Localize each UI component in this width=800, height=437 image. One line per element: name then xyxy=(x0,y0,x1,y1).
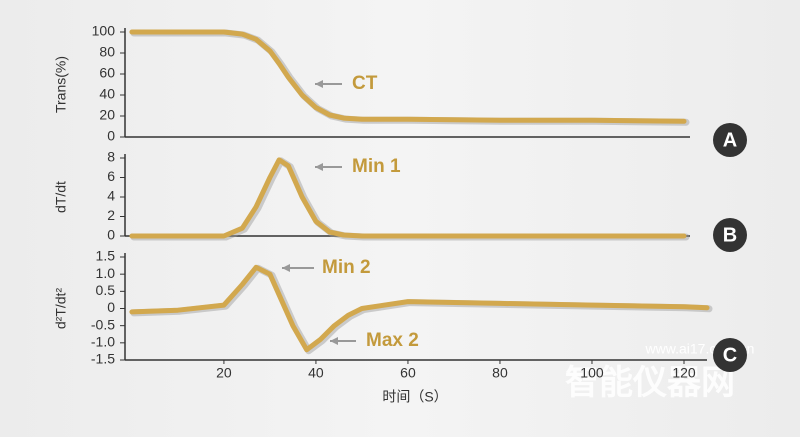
annotation-arrowhead xyxy=(315,80,323,88)
y-tick-label: 100 xyxy=(92,23,116,39)
x-tick-label: 120 xyxy=(672,365,696,381)
x-tick-label: 40 xyxy=(308,365,324,381)
panel-badge xyxy=(713,338,747,372)
y-tick-label: 0 xyxy=(107,227,115,243)
y-tick-label: 0 xyxy=(107,128,115,144)
annotation-arrowhead xyxy=(330,337,338,345)
y-tick-label: 1.0 xyxy=(96,265,116,281)
curve-shadow xyxy=(130,29,690,126)
annotation: Min 2 xyxy=(322,257,371,278)
y-tick-label: -1.0 xyxy=(91,334,115,350)
y-tick-label: 0.5 xyxy=(96,282,116,298)
y-tick-label: 6 xyxy=(107,168,115,184)
y-tick-label: 0 xyxy=(107,299,115,315)
curve xyxy=(129,29,687,124)
x-tick-label: 60 xyxy=(400,365,416,381)
y-tick-label: 8 xyxy=(107,149,115,165)
annotation-arrowhead xyxy=(315,163,323,171)
y-tick-label: 20 xyxy=(99,107,115,123)
y-axis-label: dT/dt xyxy=(53,181,69,213)
curve-shadow xyxy=(130,157,690,241)
annotation: CT xyxy=(352,73,378,94)
y-tick-label: 80 xyxy=(99,44,115,60)
watermark-name: 智能仪器网 xyxy=(565,364,735,402)
panel-label: A xyxy=(723,129,737,151)
curve xyxy=(129,157,687,239)
y-tick-label: 4 xyxy=(107,188,115,204)
curve xyxy=(129,264,710,353)
annotation: Max 2 xyxy=(366,330,419,351)
panel-badge xyxy=(713,218,747,252)
panel-label: B xyxy=(723,224,737,246)
y-tick-label: -0.5 xyxy=(91,316,115,332)
x-tick-label: 20 xyxy=(216,365,232,381)
y-tick-label: 1.5 xyxy=(96,248,116,264)
y-tick-label: 60 xyxy=(99,65,115,81)
y-axis-label: d²T/dt² xyxy=(53,288,69,330)
panel-badge xyxy=(713,123,747,157)
y-tick-label: -1.5 xyxy=(91,351,115,367)
annotation-arrowhead xyxy=(282,264,290,272)
x-axis-label: 时间（S） xyxy=(382,389,447,405)
panel-label: C xyxy=(723,344,737,366)
y-axis-label: Trans(%) xyxy=(53,56,69,113)
curve-shadow xyxy=(130,264,713,355)
x-tick-label: 100 xyxy=(580,365,604,381)
y-tick-label: 2 xyxy=(107,207,115,223)
annotation: Min 1 xyxy=(352,156,401,177)
y-tick-label: 40 xyxy=(99,86,115,102)
x-tick-label: 80 xyxy=(492,365,508,381)
